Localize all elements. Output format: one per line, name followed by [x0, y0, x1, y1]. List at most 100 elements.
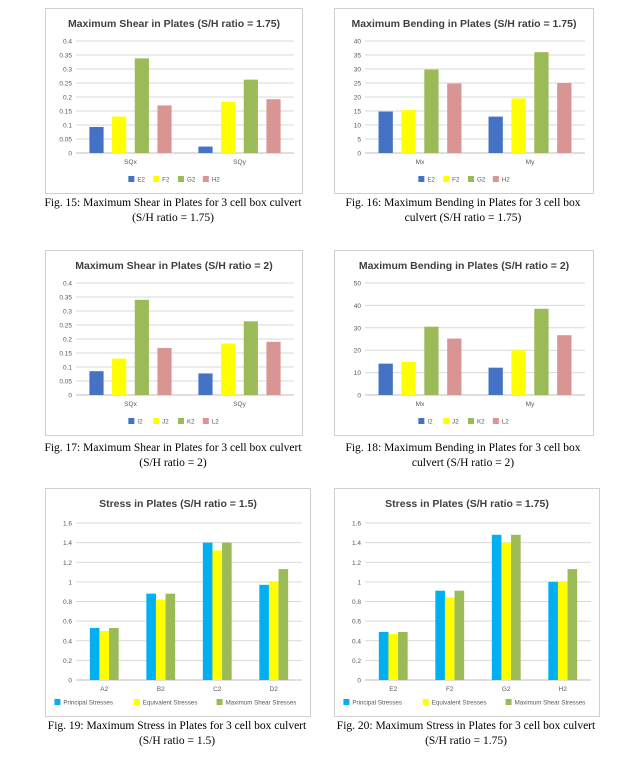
x-tick-label: H2 — [559, 686, 568, 693]
bar-principal-stresses-h2 — [548, 581, 558, 680]
bar-f2-sqx — [112, 116, 127, 153]
y-tick-label: 0.3 — [63, 309, 72, 316]
legend-swatch — [153, 176, 160, 182]
y-tick-label: 25 — [354, 81, 362, 88]
y-tick-label: 1 — [68, 579, 72, 586]
bar-g2-my — [534, 52, 549, 154]
chart-fig18: Maximum Bending in Plates (S/H ratio = 2… — [334, 250, 594, 436]
y-tick-label: 0.8 — [352, 599, 361, 606]
chart-title: Stress in Plates (S/H ratio = 1.75) — [385, 498, 549, 510]
bar-e2-sqy — [198, 146, 213, 153]
x-tick-label: SQy — [233, 159, 246, 166]
y-tick-label: 50 — [354, 281, 362, 288]
x-tick-label: Mx — [416, 159, 425, 166]
bar-g2-sqy — [243, 79, 258, 153]
legend-label: Principal Stresses — [352, 700, 402, 707]
legend-swatch — [133, 699, 140, 705]
legend-label: H2 — [212, 177, 220, 184]
caption-fig17-line2: (S/H ratio = 2) — [139, 457, 207, 469]
bar-principal-stresses-e2 — [378, 631, 389, 680]
legend-label: F2 — [162, 177, 170, 184]
bar-equivalent-stresses-h2 — [557, 581, 568, 680]
y-tick-label: 0 — [357, 393, 361, 400]
bar-l2-sqy — [266, 341, 281, 395]
bar-k2-sqy — [243, 321, 258, 395]
caption-fig19: Fig. 19: Maximum Stress in Plates for 3 … — [20, 719, 334, 749]
legend-swatch — [492, 418, 499, 424]
y-tick-label: 15 — [354, 109, 362, 116]
bar-l2-mx — [447, 338, 462, 395]
bar-equivalent-stresses-e2 — [388, 633, 399, 680]
y-tick-label: 0.4 — [352, 638, 361, 645]
caption-fig16-line2: culvert (S/H ratio = 1.75) — [404, 212, 522, 224]
y-tick-label: 0 — [357, 678, 361, 685]
bar-j2-my — [511, 350, 526, 395]
bar-e2-sqx — [89, 126, 104, 153]
y-tick-label: 0 — [357, 151, 361, 158]
legend-swatch — [505, 699, 512, 705]
chart-title: Maximum Bending in Plates (S/H ratio = 1… — [352, 18, 577, 30]
legend-label: Principal Stresses — [63, 700, 113, 707]
y-tick-label: 0.4 — [63, 281, 72, 288]
x-tick-label: A2 — [100, 686, 108, 693]
y-tick-label: 30 — [354, 67, 362, 74]
caption-fig16-line1: Fig. 16: Maximum Bending in Plates for 3… — [345, 197, 581, 209]
y-tick-label: 0.35 — [59, 295, 72, 302]
legend-swatch — [128, 418, 135, 424]
y-tick-label: 0 — [68, 678, 72, 685]
y-tick-label: 0.8 — [63, 599, 72, 606]
caption-fig17-line1: Fig. 17: Maximum Shear in Plates for 3 c… — [44, 442, 302, 454]
bar-e2-my — [488, 116, 503, 153]
bar-f2-mx — [401, 110, 416, 153]
bar-principal-stresses-d2 — [259, 584, 269, 680]
y-tick-label: 0.1 — [63, 365, 72, 372]
x-tick-label: SQy — [233, 401, 246, 408]
bar-principal-stresses-g2 — [491, 534, 502, 680]
legend-swatch — [492, 176, 499, 182]
bar-principal-stresses-b2 — [146, 593, 156, 680]
y-tick-label: 0.05 — [59, 379, 72, 386]
legend-swatch — [216, 699, 223, 705]
caption-fig18-line2: culvert (S/H ratio = 2) — [411, 457, 515, 469]
bar-maximum-shear-stresses-h2 — [567, 569, 578, 680]
legend-label: J2 — [452, 419, 459, 426]
legend-swatch — [343, 699, 350, 705]
bar-i2-sqx — [89, 371, 104, 395]
bar-h2-mx — [447, 83, 462, 153]
y-tick-label: 1.2 — [352, 560, 361, 567]
bar-maximum-shear-stresses-a2 — [109, 627, 119, 680]
y-tick-label: 20 — [354, 348, 362, 355]
bar-principal-stresses-a2 — [89, 627, 100, 680]
caption-fig20: Fig. 20: Maximum Stress in Plates for 3 … — [320, 719, 612, 749]
legend-label: Equivalent Stresses — [143, 700, 198, 707]
caption-fig15-line2: (S/H ratio = 1.75) — [132, 212, 214, 224]
x-tick-label: My — [526, 401, 535, 408]
legend-swatch — [153, 418, 160, 424]
legend-swatch — [422, 699, 429, 705]
y-tick-label: 0.35 — [59, 53, 72, 60]
legend-swatch — [54, 699, 61, 705]
bar-equivalent-stresses-a2 — [99, 630, 110, 680]
x-tick-label: G2 — [502, 686, 511, 693]
legend-swatch — [202, 418, 209, 424]
y-tick-label: 1.4 — [63, 540, 72, 547]
y-tick-label: 0.2 — [352, 658, 361, 665]
bar-equivalent-stresses-g2 — [501, 542, 512, 680]
x-tick-label: C2 — [213, 686, 222, 693]
caption-fig20-line2: (S/H ratio = 1.75) — [425, 735, 507, 747]
chart-title: Maximum Bending in Plates (S/H ratio = 2… — [359, 260, 569, 272]
legend-swatch — [202, 176, 209, 182]
bar-maximum-shear-stresses-d2 — [278, 569, 289, 680]
legend-label: K2 — [477, 419, 485, 426]
x-tick-label: F2 — [446, 686, 454, 693]
bar-g2-mx — [424, 69, 439, 153]
chart-fig17: Maximum Shear in Plates (S/H ratio = 2) 0… — [45, 250, 303, 436]
y-tick-label: 1.6 — [63, 521, 72, 528]
bar-maximum-shear-stresses-e2 — [398, 631, 408, 680]
chart-fig16: Maximum Bending in Plates (S/H ratio = 1… — [334, 8, 594, 194]
x-tick-label: Mx — [416, 401, 425, 408]
caption-fig18: Fig. 18: Maximum Bending in Plates for 3… — [320, 441, 606, 471]
bar-j2-sqx — [112, 358, 127, 395]
legend-label: K2 — [187, 419, 195, 426]
x-tick-label: SQx — [124, 401, 137, 408]
